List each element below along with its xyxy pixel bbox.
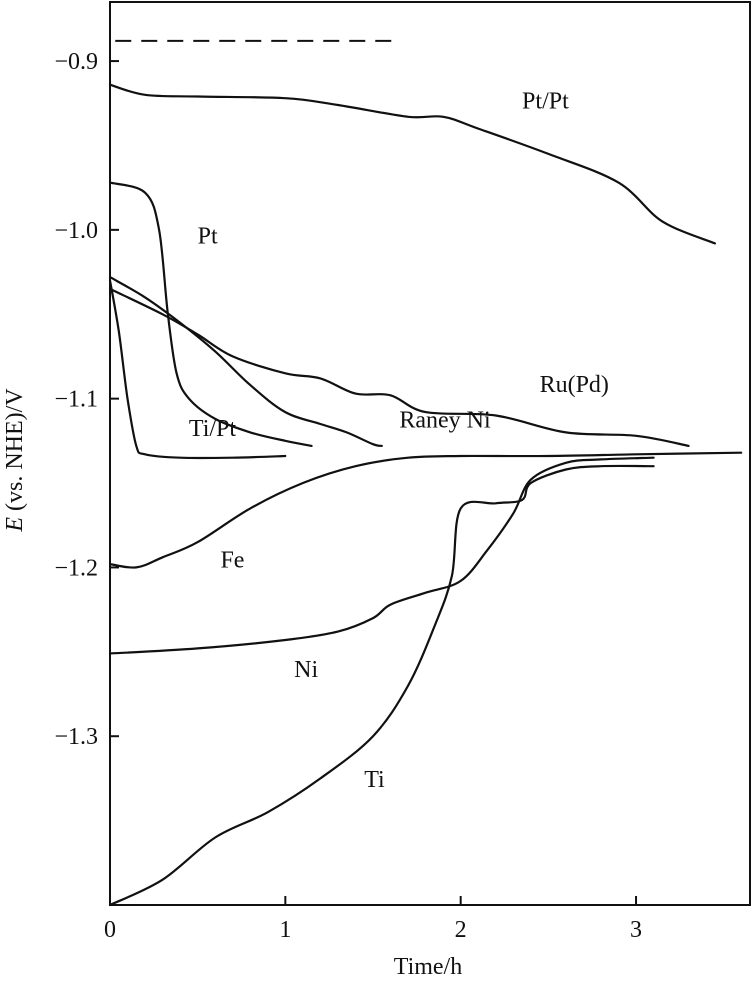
series-line-ni xyxy=(108,456,655,655)
x-tick-label: 2 xyxy=(455,917,467,943)
series-lines xyxy=(108,39,743,907)
series-label-ru-pd: Ru(Pd) xyxy=(540,372,609,398)
series-label-pt-pt: Pt/Pt xyxy=(522,88,569,114)
y-tick-label: −0.9 xyxy=(54,49,98,75)
x-tick-label: 1 xyxy=(279,917,291,943)
series-label-fe: Fe xyxy=(220,547,244,573)
series-label-raney-ni: Raney Ni xyxy=(399,407,491,433)
series-line-pt-pt xyxy=(108,83,716,245)
y-tick-label: −1.1 xyxy=(54,387,98,413)
series-label-ti: Ti xyxy=(364,767,385,793)
y-tick-label: −1.3 xyxy=(54,724,98,750)
y-axis-title: E (vs. NHE)/V xyxy=(2,388,28,533)
series-line-ti-pt xyxy=(108,279,287,460)
series-label-pt: Pt xyxy=(198,223,218,249)
series-line-raney-ni xyxy=(108,276,383,447)
x-tick-label: 0 xyxy=(104,917,116,943)
series-label-ni: Ni xyxy=(294,657,318,683)
series-line-fe xyxy=(108,451,743,569)
series-line-pt xyxy=(108,181,313,447)
y-axis-title-unit: (vs. NHE)/V xyxy=(2,388,28,517)
x-tick-label: 3 xyxy=(630,917,642,943)
series-labels: Pt/Pt Pt Ti/Pt Raney Ni Ru(Pd) Fe Ni Ti xyxy=(189,88,609,793)
ticks: 0 1 2 3 −0.9 −1.0 −1.1 −1.2 −1.3 xyxy=(54,49,642,943)
axes xyxy=(109,1,751,906)
plot-frame xyxy=(109,1,751,906)
y-axis-title-symbol: E xyxy=(2,517,28,533)
y-tick-label: −1.2 xyxy=(54,555,98,581)
y-tick-label: −1.0 xyxy=(54,218,98,244)
series-line-ti xyxy=(108,464,655,907)
series-label-ti-pt: Ti/Pt xyxy=(189,416,237,442)
series-line-ru-pd xyxy=(108,287,690,447)
x-axis-title: Time/h xyxy=(394,954,462,980)
